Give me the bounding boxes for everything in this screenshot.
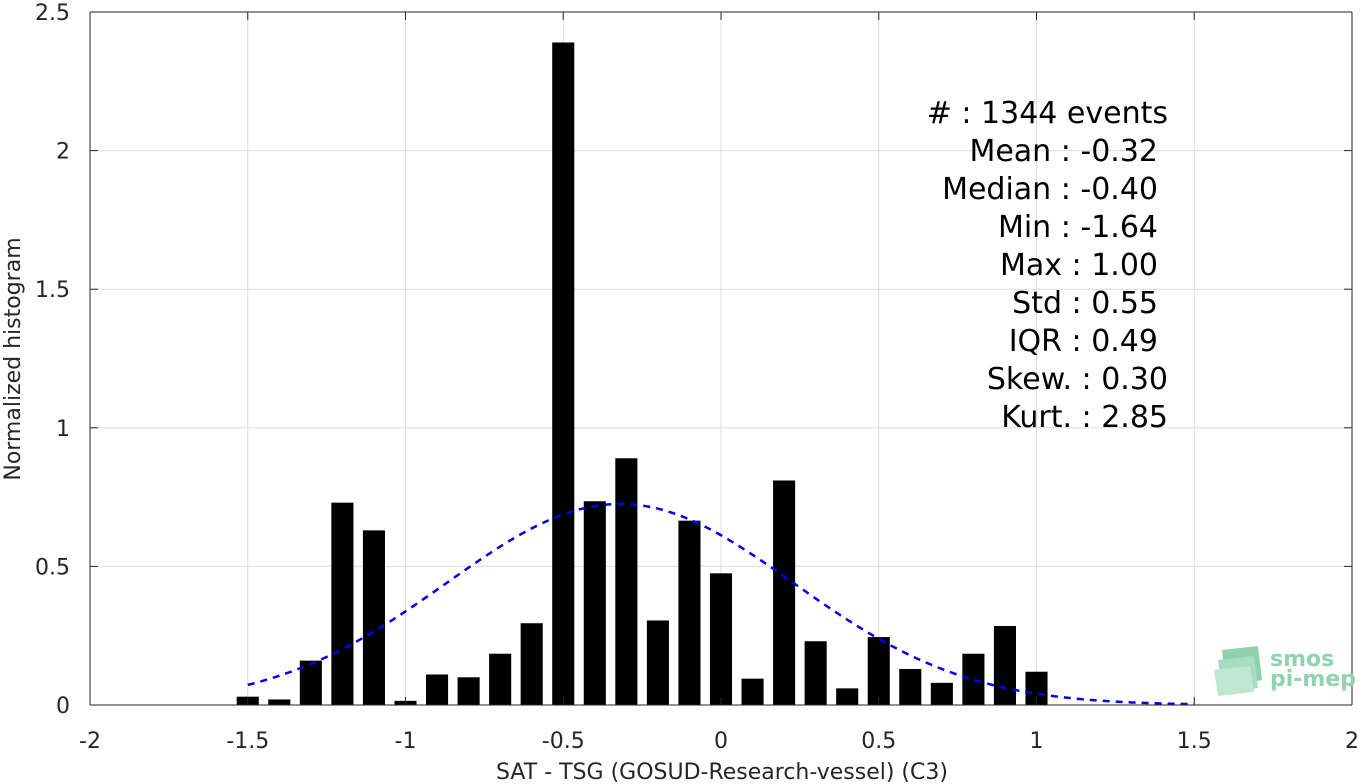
histogram-bar [646,620,669,705]
stat-line: Mean : -0.32 [969,134,1158,169]
y-tick-label: 1 [56,417,70,442]
histogram-bar [552,42,575,705]
stat-line: Kurt. : 2.85 [1001,400,1168,435]
x-tick-label: 0 [714,729,728,754]
histogram-bar [993,625,1016,705]
stat-line: Min : -1.64 [998,210,1158,245]
histogram-bar [899,668,922,705]
x-axis-label: SAT - TSG (GOSUD-Research-vessel) (C3) [496,760,948,784]
x-tick-labels: -2 -1.5 -1 -0.5 0 0.5 1 1.5 2 [79,729,1359,754]
histogram-bar [489,653,512,705]
logo-text-smos: smos [1270,647,1334,672]
y-tick-label: 0 [56,694,70,719]
histogram-bar [867,637,890,705]
histogram-bar [331,502,354,705]
histogram-bar [362,530,385,705]
histogram-bar [426,674,449,705]
histogram-bar [836,688,859,705]
histogram-bar [773,480,796,705]
stat-line: Median : -0.40 [942,172,1158,207]
histogram-bar [1025,671,1048,705]
histogram-bar [615,458,638,705]
axes-frame [89,11,1353,706]
y-tick-label: 1.5 [35,278,70,303]
histogram-bar [520,623,543,705]
histogram-bar [741,678,764,705]
x-tick-label: -1 [395,729,417,754]
stat-line: Skew. : 0.30 [987,362,1168,397]
x-tick-label: 0.5 [861,729,896,754]
y-axis-label: Normalized histogram [1,237,26,480]
histogram-bar [930,682,953,705]
histogram-bar [457,677,480,705]
y-tick-label: 0.5 [35,555,70,580]
histogram-bar [268,699,291,705]
x-tick-label: 1 [1030,729,1044,754]
stat-line: Std : 0.55 [1012,286,1158,321]
histogram-bar [709,573,733,705]
x-tick-label: -2 [79,729,101,754]
histogram-bar [804,641,827,705]
y-tick-label: 2 [56,140,70,165]
y-tick-label: 2.5 [35,1,70,26]
x-tick-label: 1.5 [1177,729,1212,754]
histogram-bar [678,520,701,705]
histogram-bar [583,501,606,705]
x-tick-label: 2 [1345,729,1359,754]
histogram-bar [962,653,985,705]
x-tick-label: -1.5 [226,729,269,754]
smos-pimep-logo: smos pi-mep [1214,646,1356,696]
histogram-bar [299,660,322,705]
logo-text-pimep: pi-mep [1270,667,1356,692]
y-tick-labels: 0 0.5 1 1.5 2 2.5 [35,1,70,719]
stat-line: IQR : 0.49 [1009,324,1158,359]
stat-line: Max : 1.00 [1000,248,1158,283]
logo-mark-icon [1214,646,1262,696]
normal-fit-curve [247,502,1195,706]
stat-line: # : 1344 events [927,96,1168,131]
x-tick-label: -0.5 [542,729,585,754]
histogram-bars [236,42,1048,705]
